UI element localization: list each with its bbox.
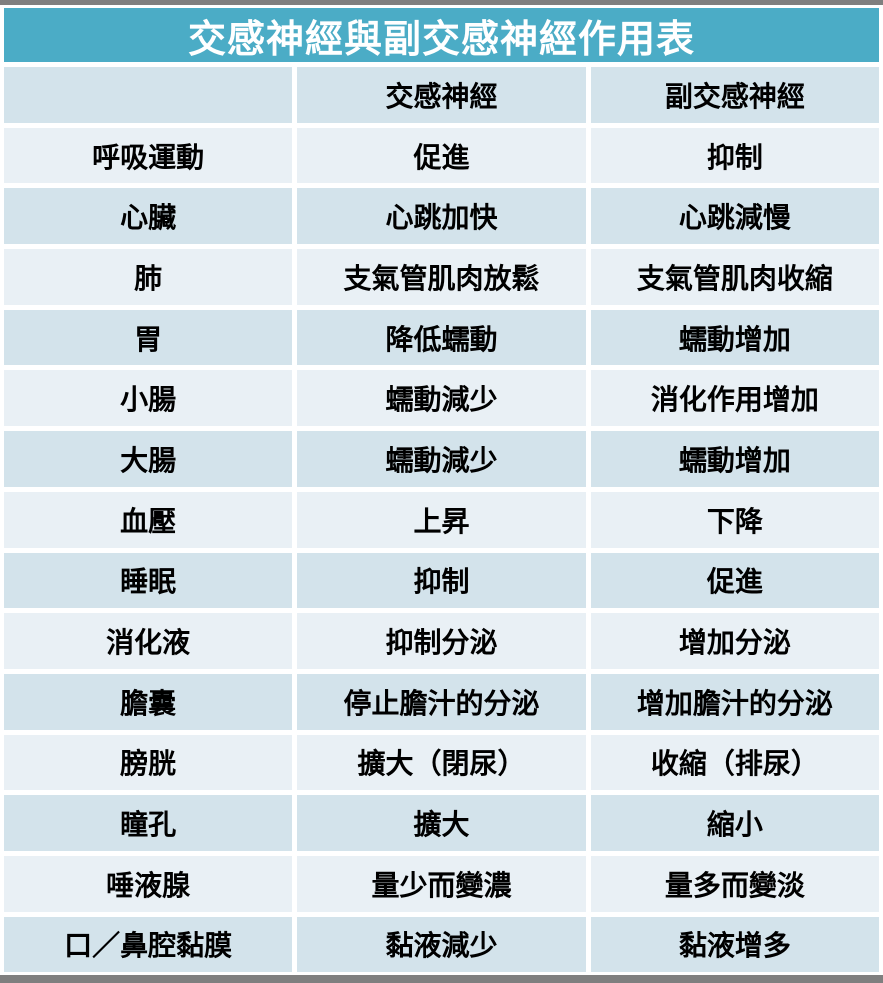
sympathetic-cell: 擴大 xyxy=(297,795,586,851)
top-border-strip xyxy=(0,0,883,5)
parasympathetic-cell: 支氣管肌肉收縮 xyxy=(590,249,879,305)
sympathetic-cell: 黏液減少 xyxy=(297,916,586,973)
organ-cell: 肺 xyxy=(4,249,293,305)
parasympathetic-cell: 抑制 xyxy=(590,127,879,184)
parasympathetic-cell: 縮小 xyxy=(590,795,879,851)
sympathetic-cell: 促進 xyxy=(297,127,586,184)
organ-cell: 瞳孔 xyxy=(4,795,293,851)
organ-cell: 膽囊 xyxy=(4,673,293,730)
sympathetic-cell: 擴大（閉尿） xyxy=(297,734,586,791)
sympathetic-cell: 支氣管肌肉放鬆 xyxy=(297,249,586,305)
sympathetic-cell: 停止膽汁的分泌 xyxy=(297,673,586,730)
sympathetic-cell: 抑制 xyxy=(297,552,586,609)
effects-table: 交感神經 副交感神經 呼吸運動 促進 抑制 心臟 心跳加快 心跳減慢肺支氣管肌肉放鬆 支氣管肌肉… xyxy=(4,67,879,973)
organ-cell: 血壓 xyxy=(4,491,293,548)
organ-cell: 膀胱 xyxy=(4,734,293,791)
parasympathetic-cell: 蠕動增加 xyxy=(590,431,879,487)
sympathetic-cell: 降低蠕動 xyxy=(297,309,586,366)
bottom-border-strip xyxy=(0,975,883,983)
parasympathetic-cell: 增加膽汁的分泌 xyxy=(590,673,879,730)
parasympathetic-cell: 蠕動增加 xyxy=(590,309,879,366)
parasympathetic-cell: 增加分泌 xyxy=(590,613,879,669)
parasympathetic-cell: 促進 xyxy=(590,552,879,609)
sympathetic-cell: 蠕動減少 xyxy=(297,431,586,487)
header-cell-sympathetic: 交感神經 xyxy=(297,67,586,123)
parasympathetic-cell: 心跳減慢 xyxy=(590,188,879,245)
organ-cell: 心臟 xyxy=(4,188,293,245)
organ-cell: 呼吸運動 xyxy=(4,127,293,184)
sympathetic-cell: 心跳加快 xyxy=(297,188,586,245)
parasympathetic-cell: 量多而變淡 xyxy=(590,855,879,912)
organ-cell: 小腸 xyxy=(4,370,293,427)
header-cell-empty xyxy=(4,67,293,123)
organ-cell: 消化液 xyxy=(4,613,293,669)
parasympathetic-cell: 黏液增多 xyxy=(590,916,879,973)
page-title: 交感神經與副交感神經作用表 xyxy=(187,18,695,61)
organ-cell: 唾液腺 xyxy=(4,855,293,912)
title-bar: 交感神經與副交感神經作用表 xyxy=(4,8,879,62)
sympathetic-cell: 蠕動減少 xyxy=(297,370,586,427)
organ-cell: 睡眠 xyxy=(4,552,293,609)
organ-cell: 胃 xyxy=(4,309,293,366)
header-cell-parasympathetic: 副交感神經 xyxy=(590,67,879,123)
sympathetic-cell: 量少而變濃 xyxy=(297,855,586,912)
parasympathetic-cell: 下降 xyxy=(590,491,879,548)
parasympathetic-cell: 收縮（排尿） xyxy=(590,734,879,791)
sympathetic-cell: 上昇 xyxy=(297,491,586,548)
organ-cell: 口／鼻腔黏膜 xyxy=(4,916,293,973)
sympathetic-cell: 抑制分泌 xyxy=(297,613,586,669)
parasympathetic-cell: 消化作用增加 xyxy=(590,370,879,427)
organ-cell: 大腸 xyxy=(4,431,293,487)
